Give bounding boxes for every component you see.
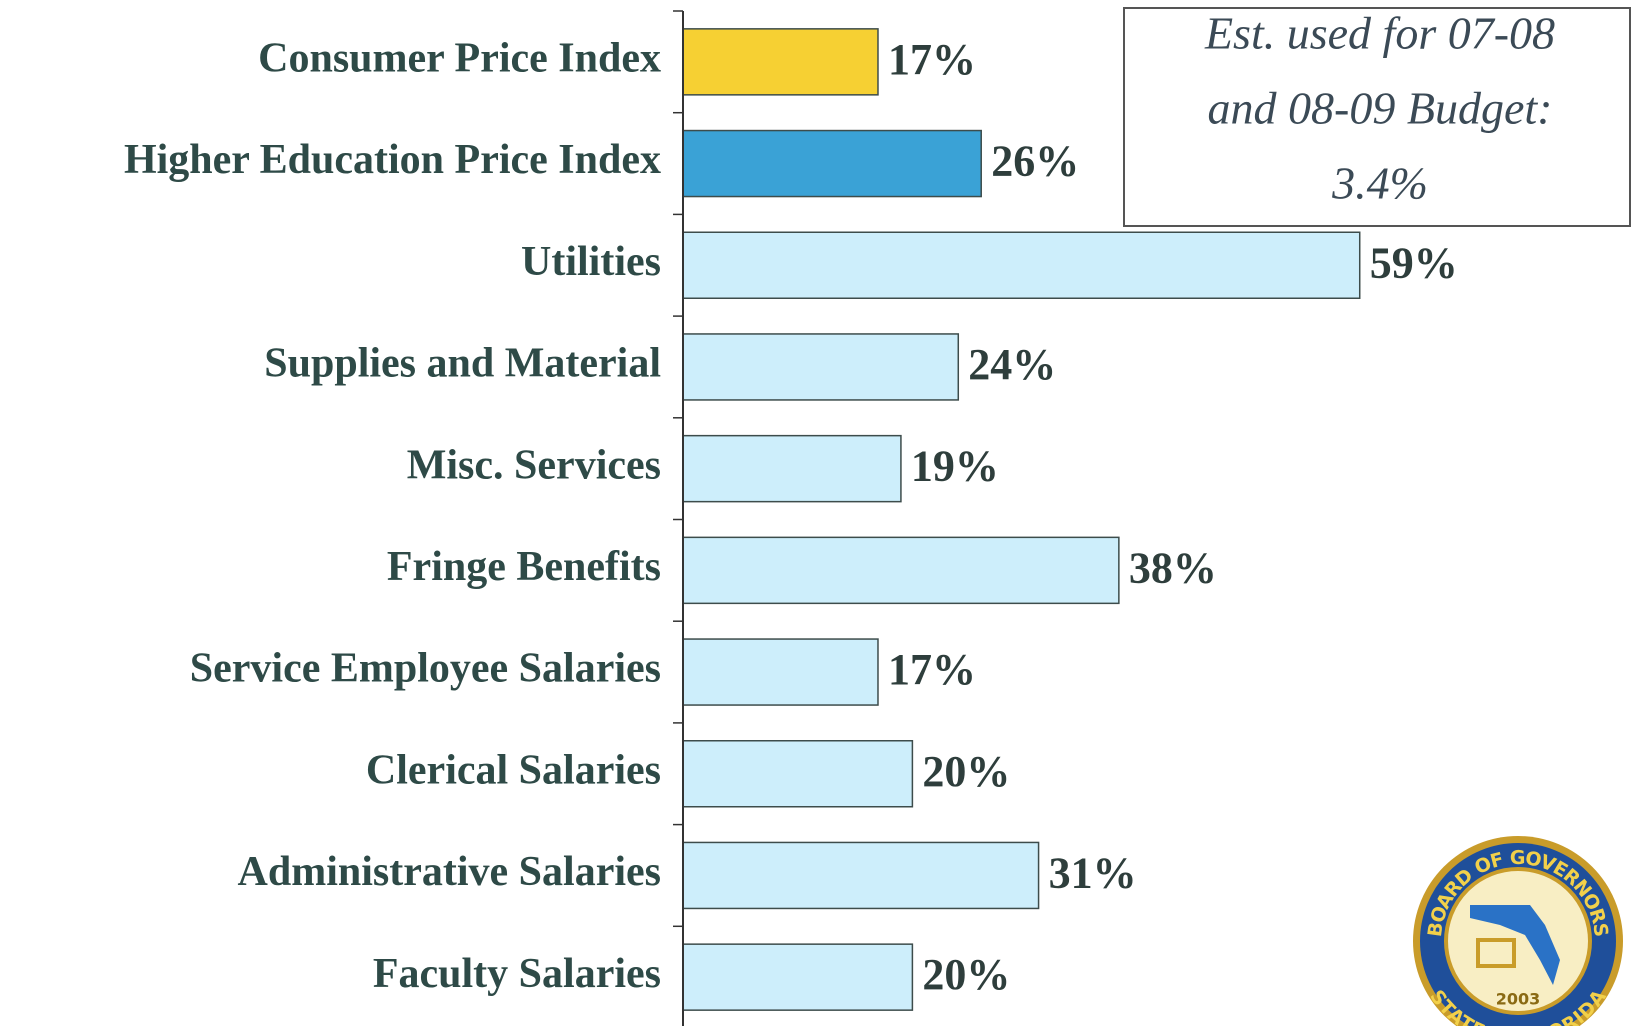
category-label: Misc. Services: [407, 442, 661, 488]
bar: [682, 943, 914, 1011]
bar: [682, 28, 879, 96]
bar: [682, 740, 914, 808]
value-label: 59%: [1370, 238, 1458, 287]
category-label: Higher Education Price Index: [124, 137, 661, 183]
value-label: 19%: [911, 442, 999, 491]
annotation-text: and 08-09 Budget:: [1208, 83, 1553, 134]
annotation-text: Est. used for 07-08: [1204, 8, 1555, 59]
value-label: 20%: [922, 950, 1010, 999]
logo-book: [1476, 938, 1516, 968]
bar: [682, 434, 902, 503]
category-label: Supplies and Material: [264, 341, 661, 387]
value-label: 38%: [1129, 543, 1217, 592]
value-label: 31%: [1049, 849, 1137, 898]
bar: [682, 231, 1361, 299]
value-label: 26%: [991, 137, 1079, 186]
category-label: Utilities: [521, 239, 661, 285]
annotation-text: 3.4%: [1331, 158, 1428, 209]
bar: [682, 841, 1040, 910]
logo: [1413, 836, 1623, 1026]
bar: [682, 536, 1120, 605]
logo-map: [1470, 905, 1560, 985]
bar: [682, 129, 982, 198]
category-label: Administrative Salaries: [238, 849, 661, 895]
category-label: Service Employee Salaries: [190, 646, 661, 692]
value-label: 20%: [922, 747, 1010, 796]
value-label: 17%: [888, 35, 976, 84]
category-label: Consumer Price Index: [258, 35, 661, 81]
category-label: Fringe Benefits: [387, 544, 661, 590]
logo-year: 2003: [1496, 990, 1541, 1009]
bar: [682, 333, 960, 401]
annotation-box: [1123, 7, 1631, 227]
bar: [682, 638, 879, 706]
value-label: 17%: [888, 645, 976, 694]
value-label: 24%: [968, 340, 1056, 389]
category-label: Faculty Salaries: [373, 951, 661, 997]
category-label: Clerical Salaries: [366, 747, 661, 793]
